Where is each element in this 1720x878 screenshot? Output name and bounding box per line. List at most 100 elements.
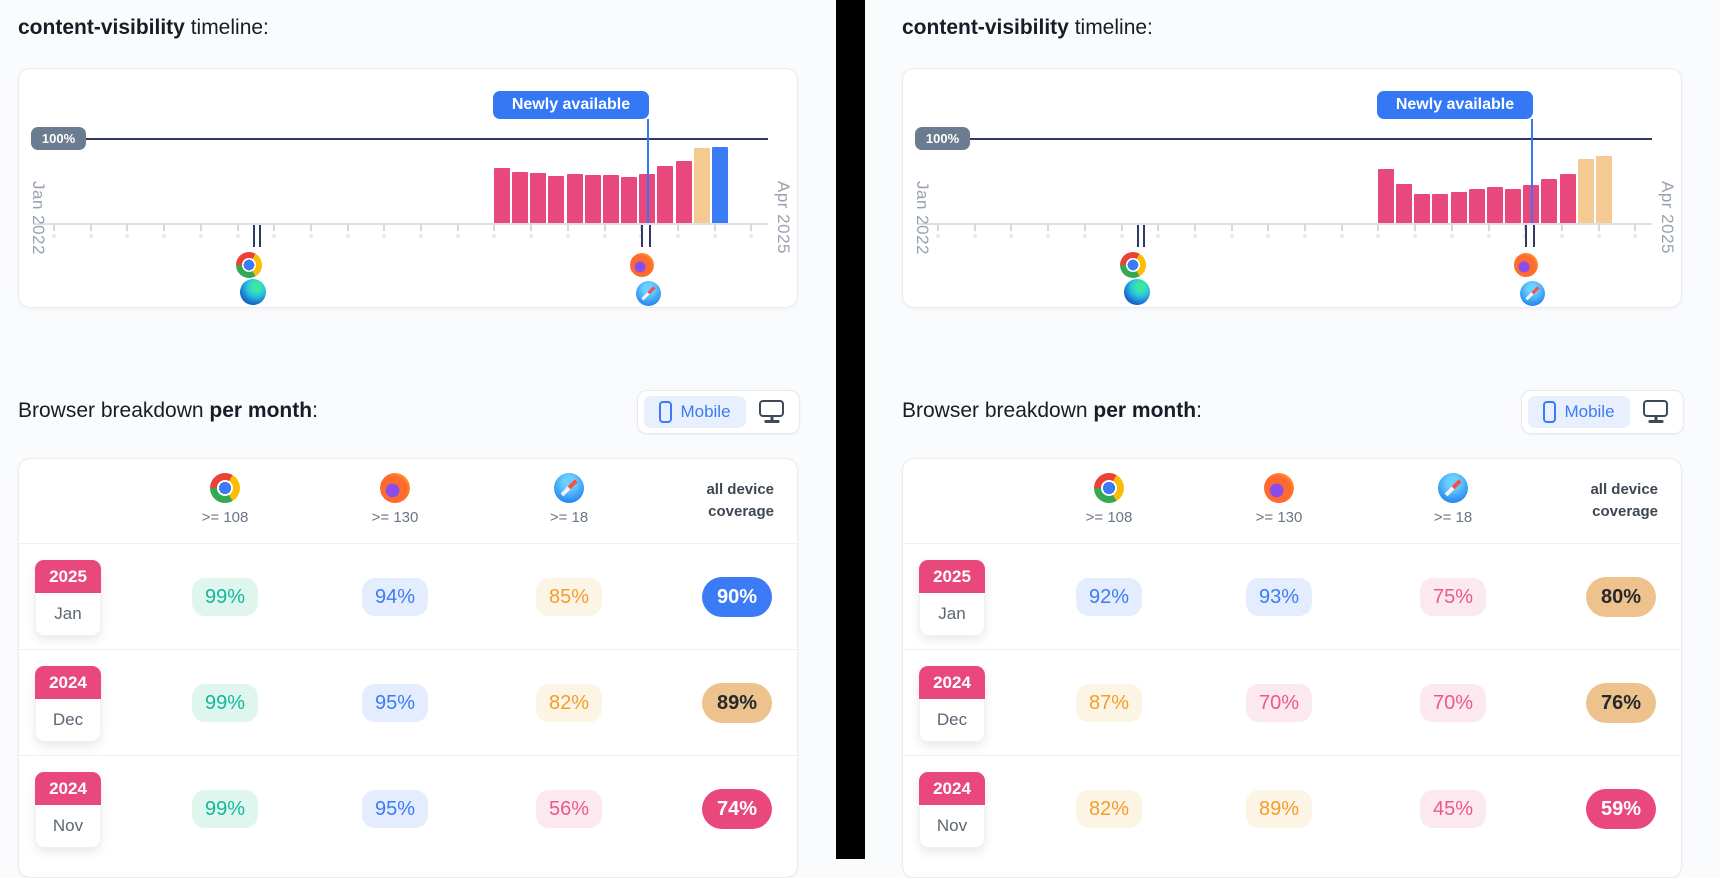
axis-tick [309,224,312,231]
axis-tick-dot [455,234,460,238]
coverage-bar [621,176,638,223]
axis-tick-dot [382,234,387,238]
axis-tick [89,224,92,231]
month-label: Dec [919,699,985,742]
axis-tick [346,224,349,231]
percent-pill: 95% [361,684,429,722]
device-toggle[interactable]: Mobile [1521,390,1684,434]
year-label: 2024 [919,772,985,805]
newly-available-badge: Newly available [1377,91,1533,119]
panel-left: content-visibility timeline: Newly avail… [18,0,800,878]
coverage-bar [512,171,529,223]
axis-tick [713,224,716,231]
desktop-monitor-icon[interactable] [759,400,784,417]
axis-tick [53,224,55,231]
coverage-bar [1414,193,1431,223]
title-suffix: timeline: [184,16,269,39]
percent-pill: 82% [1075,790,1143,828]
axis-tick-dot [529,234,534,238]
axis-tick [1560,224,1563,231]
axis-end-label: Apr 2025 [1658,181,1677,254]
firefox-icon [630,253,654,277]
title-suffix: timeline: [1068,16,1153,39]
percent-pill: 94% [361,578,429,616]
axis-tick [1634,224,1637,231]
axis-tick-dot [675,234,680,238]
year-month-badge: 2024 Nov [919,772,985,848]
table-row: 2024 Nov 82% 89% 45% 59% [903,755,1681,862]
coverage-bar [494,168,510,223]
coverage-bar [1541,179,1558,223]
desktop-monitor-icon[interactable] [1643,400,1668,417]
axis-tick-dot [1192,234,1197,238]
year-label: 2024 [35,772,101,805]
chrome-version-label: >= 108 [1085,509,1133,526]
device-toggle[interactable]: Mobile [637,390,800,434]
coverage-bar [1577,159,1594,223]
coverage-pill: 90% [701,577,772,617]
month-label: Dec [35,699,101,742]
coverage-bar [566,174,583,223]
axis-tick-dot [1119,234,1124,238]
axis-tick [1450,224,1453,231]
axis-tick-dot [125,234,130,238]
year-label: 2025 [35,560,101,593]
safari-icon [636,281,661,306]
breakdown-title-text: Browser breakdown [902,399,1094,422]
time-axis [917,223,1652,225]
axis-tick [603,224,606,231]
year-month-badge: 2024 Nov [35,772,101,848]
axis-tick [383,224,386,231]
coverage-bar [584,175,601,223]
axis-tick [1414,224,1417,231]
percent-pill: 92% [1075,578,1143,616]
axis-tick-dot [1082,234,1087,238]
axis-tick [1120,224,1123,231]
coverage-bar [548,175,565,223]
coverage-header-line1: all device [706,481,774,498]
year-month-badge: 2025 Jan [35,560,101,636]
axis-start-label: Jan 2022 [913,181,932,255]
axis-tick [1193,224,1196,231]
axis-tick [493,224,496,231]
feature-name: content-visibility [18,16,185,39]
axis-tick [750,224,753,231]
axis-tick [199,224,202,231]
panel-right: content-visibility timeline: Newly avail… [902,0,1684,878]
axis-tick [937,224,939,231]
axis-tick [1010,224,1013,231]
axis-tick [1230,224,1233,231]
breakdown-title-colon: : [312,399,318,422]
mobile-toggle-option[interactable]: Mobile [1528,396,1630,428]
edge-release-marker-line [259,225,261,247]
firefox-version-label: >= 130 [371,509,419,526]
percent-pill: 87% [1075,684,1143,722]
percent-pill: 93% [1245,578,1313,616]
axis-tick-dot [88,234,93,238]
axis-tick-dot [308,234,313,238]
coverage-bar [1505,189,1522,223]
coverage-pill: 59% [1585,789,1656,829]
hundred-percent-line [970,138,1652,140]
firefox-column-icon [1264,473,1294,503]
percent-pill: 75% [1419,578,1487,616]
axis-tick-dot [1266,234,1271,238]
axis-tick [1083,224,1086,231]
table-row: 2025 Jan 92% 93% 75% 80% [903,543,1681,650]
axis-tick-dot [1156,234,1161,238]
firefox-version-label: >= 130 [1255,509,1303,526]
axis-tick-dot [1376,234,1381,238]
year-month-badge: 2025 Jan [919,560,985,636]
coverage-pill: 80% [1585,577,1656,617]
axis-tick [1377,224,1380,231]
coverage-bar [1396,184,1413,223]
percent-pill: 45% [1419,790,1487,828]
newly-available-marker-line [1531,119,1533,223]
coverage-pill: 76% [1585,683,1656,723]
chrome-release-marker-line [1137,225,1139,247]
safari-release-marker-line [649,225,651,247]
breakdown-table: >= 108 >= 130 >= 18 all device coverage … [18,458,798,878]
coverage-bar [1468,188,1485,223]
mobile-toggle-option[interactable]: Mobile [644,396,746,428]
chrome-column-icon [1094,473,1124,503]
